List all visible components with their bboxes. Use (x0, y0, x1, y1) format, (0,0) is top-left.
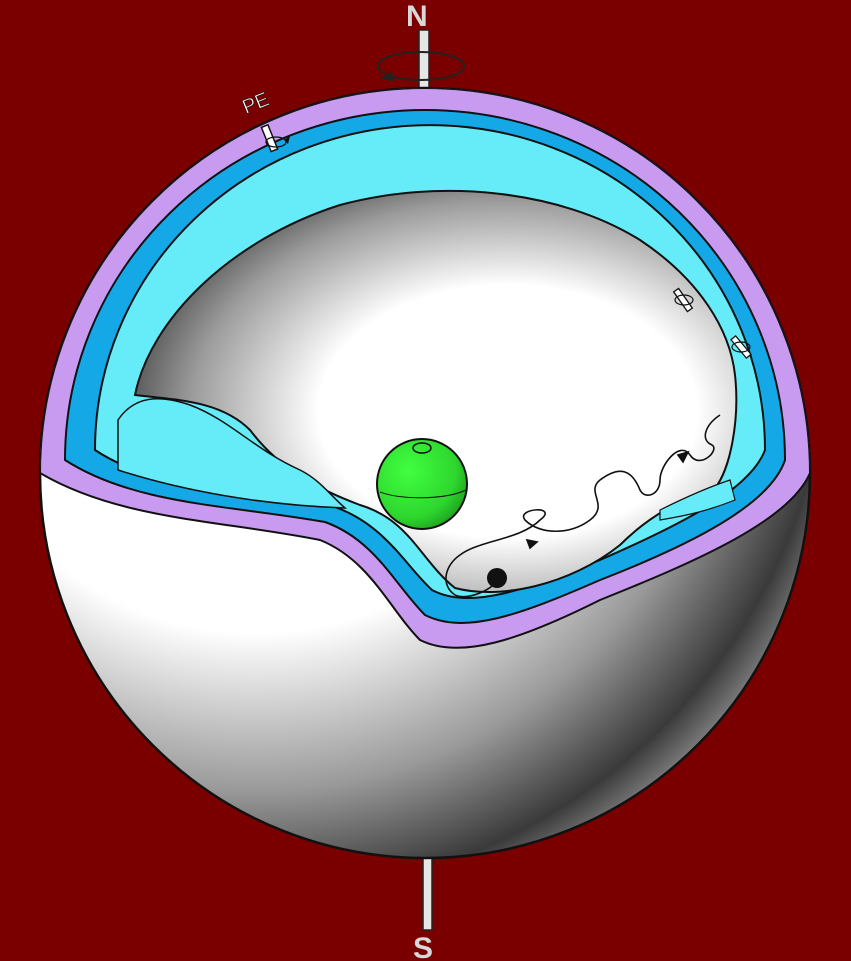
shell-rotation-marker-icon (672, 287, 752, 360)
pe-label: PE (239, 88, 272, 118)
green-inner-sphere (376, 438, 468, 530)
pe-marker-icon (260, 123, 290, 153)
particle-trajectory (445, 414, 721, 598)
south-pole-label: S (413, 932, 433, 961)
rotation-arrow-icon (377, 51, 465, 82)
particle-dot (487, 568, 507, 588)
inner-cavity (117, 189, 738, 594)
north-pole-label: N (406, 0, 428, 33)
